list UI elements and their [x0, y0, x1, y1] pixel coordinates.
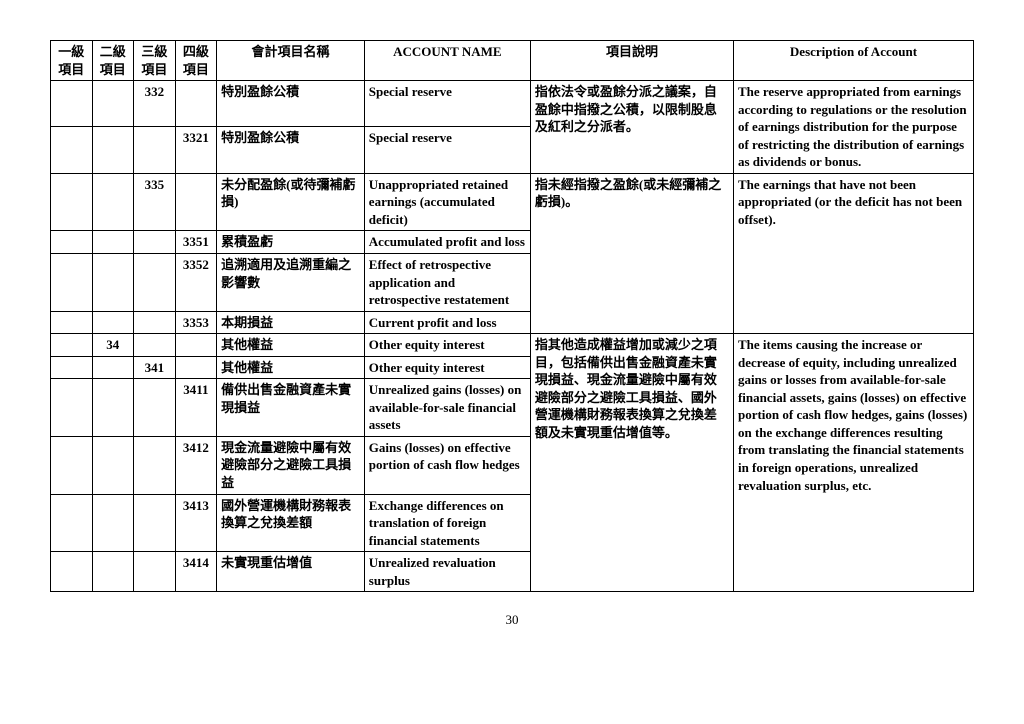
level-cell: 3412: [175, 436, 217, 494]
level-cell: [51, 379, 93, 437]
level-cell: [92, 127, 134, 173]
level-cell: [134, 231, 176, 254]
desc-en-cell: The earnings that have not been appropri…: [733, 173, 973, 333]
level-cell: 34: [92, 334, 134, 357]
name-en-cell: Accumulated profit and loss: [364, 231, 530, 254]
level-cell: [92, 436, 134, 494]
level-cell: [92, 494, 134, 552]
desc-zh-cell: 指其他造成權益增加或減少之項目，包括備供出售金融資產未實現損益、現金流量避險中屬…: [530, 334, 733, 592]
name-zh-cell: 其他權益: [217, 334, 365, 357]
name-zh-cell: 累積盈虧: [217, 231, 365, 254]
level-cell: 3321: [175, 127, 217, 173]
level-cell: [175, 173, 217, 231]
header-l3: 三級項目: [134, 41, 176, 81]
name-zh-cell: 特別盈餘公積: [217, 81, 365, 127]
name-zh-cell: 追溯適用及追溯重編之影響數: [217, 254, 365, 312]
level-cell: [134, 311, 176, 334]
name-en-cell: Unrealized revaluation surplus: [364, 552, 530, 592]
level-cell: [175, 81, 217, 127]
desc-zh-cell: 指未經指撥之盈餘(或未經彌補之虧損)。: [530, 173, 733, 333]
table-row: 335 未分配盈餘(或待彌補虧損)Unappropriated retained …: [51, 173, 974, 231]
level-cell: 3414: [175, 552, 217, 592]
header-row: 一級項目 二級項目 三級項目 四級項目 會計項目名稱 ACCOUNT NAME …: [51, 41, 974, 81]
level-cell: 332: [134, 81, 176, 127]
level-cell: [175, 356, 217, 379]
level-cell: [51, 356, 93, 379]
name-en-cell: Gains (losses) on effective portion of c…: [364, 436, 530, 494]
level-cell: 335: [134, 173, 176, 231]
level-cell: 3413: [175, 494, 217, 552]
level-cell: [51, 81, 93, 127]
level-cell: [134, 436, 176, 494]
header-desc-en: Description of Account: [733, 41, 973, 81]
level-cell: 341: [134, 356, 176, 379]
name-en-cell: Effect of retrospective application and …: [364, 254, 530, 312]
level-cell: [134, 334, 176, 357]
name-zh-cell: 現金流量避險中屬有效避險部分之避險工具損益: [217, 436, 365, 494]
name-en-cell: Exchange differences on translation of f…: [364, 494, 530, 552]
name-zh-cell: 未實現重估增值: [217, 552, 365, 592]
level-cell: [51, 173, 93, 231]
level-cell: 3353: [175, 311, 217, 334]
level-cell: [92, 231, 134, 254]
desc-zh-cell: 指依法令或盈餘分派之議案，自盈餘中指撥之公積，以限制股息及紅利之分派者。: [530, 81, 733, 174]
name-en-cell: Current profit and loss: [364, 311, 530, 334]
level-cell: [92, 379, 134, 437]
name-en-cell: Special reserve: [364, 81, 530, 127]
header-l4: 四級項目: [175, 41, 217, 81]
level-cell: [51, 127, 93, 173]
level-cell: [134, 494, 176, 552]
level-cell: 3351: [175, 231, 217, 254]
level-cell: [92, 356, 134, 379]
desc-en-cell: The items causing the increase or decrea…: [733, 334, 973, 592]
name-zh-cell: 國外營運機構財務報表換算之兌換差額: [217, 494, 365, 552]
level-cell: [51, 254, 93, 312]
header-l1: 一級項目: [51, 41, 93, 81]
table-row: 34其他權益Other equity interest指其他造成權益增加或減少之…: [51, 334, 974, 357]
name-zh-cell: 備供出售金融資產未實現損益: [217, 379, 365, 437]
level-cell: [51, 552, 93, 592]
header-desc-zh: 項目說明: [530, 41, 733, 81]
level-cell: [51, 494, 93, 552]
header-l2: 二級項目: [92, 41, 134, 81]
level-cell: [134, 552, 176, 592]
name-zh-cell: 未分配盈餘(或待彌補虧損): [217, 173, 365, 231]
desc-en-cell: The reserve appropriated from earnings a…: [733, 81, 973, 174]
level-cell: [92, 254, 134, 312]
level-cell: [51, 436, 93, 494]
level-cell: 3352: [175, 254, 217, 312]
level-cell: [51, 231, 93, 254]
level-cell: [51, 311, 93, 334]
header-name-en: ACCOUNT NAME: [364, 41, 530, 81]
name-zh-cell: 特別盈餘公積: [217, 127, 365, 173]
name-en-cell: Unappropriated retained earnings (accumu…: [364, 173, 530, 231]
name-en-cell: Special reserve: [364, 127, 530, 173]
table-body: 332 特別盈餘公積Special reserve指依法令或盈餘分派之議案，自盈餘…: [51, 81, 974, 592]
name-en-cell: Unrealized gains (losses) on available-f…: [364, 379, 530, 437]
table-row: 332特別盈餘公積Special reserve指依法令或盈餘分派之議案，自盈餘…: [51, 81, 974, 127]
level-cell: 3411: [175, 379, 217, 437]
level-cell: [175, 334, 217, 357]
header-name-zh: 會計項目名稱: [217, 41, 365, 81]
page-number: 30: [50, 612, 974, 628]
level-cell: [92, 552, 134, 592]
name-zh-cell: 其他權益: [217, 356, 365, 379]
name-zh-cell: 本期損益: [217, 311, 365, 334]
level-cell: [134, 254, 176, 312]
level-cell: [51, 334, 93, 357]
name-en-cell: Other equity interest: [364, 334, 530, 357]
level-cell: [92, 173, 134, 231]
level-cell: [92, 311, 134, 334]
accounts-table: 一級項目 二級項目 三級項目 四級項目 會計項目名稱 ACCOUNT NAME …: [50, 40, 974, 592]
name-en-cell: Other equity interest: [364, 356, 530, 379]
level-cell: [134, 127, 176, 173]
level-cell: [92, 81, 134, 127]
level-cell: [134, 379, 176, 437]
